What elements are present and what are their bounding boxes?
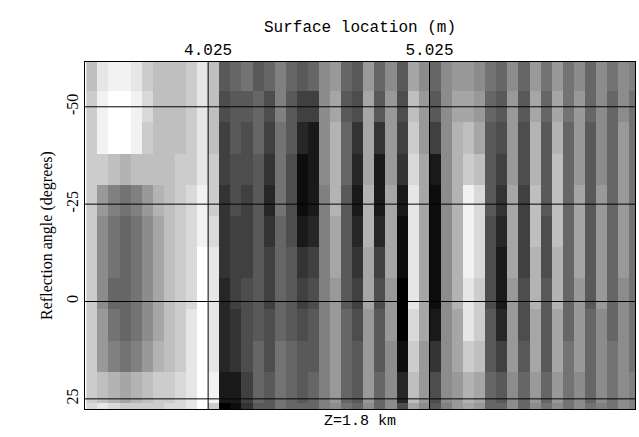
svg-text:Surface location (m): Surface location (m) (264, 19, 456, 37)
svg-text:Z=1.8 km: Z=1.8 km (324, 413, 396, 430)
svg-text:-50: -50 (64, 94, 81, 115)
svg-text:-25: -25 (64, 191, 81, 212)
svg-text:0: 0 (64, 295, 81, 303)
svg-text:5.025: 5.025 (406, 42, 454, 60)
svg-text:4.025: 4.025 (184, 42, 232, 60)
svg-text:25: 25 (64, 388, 81, 404)
svg-text:Reflection angle (degrees): Reflection angle (degrees) (38, 151, 56, 320)
